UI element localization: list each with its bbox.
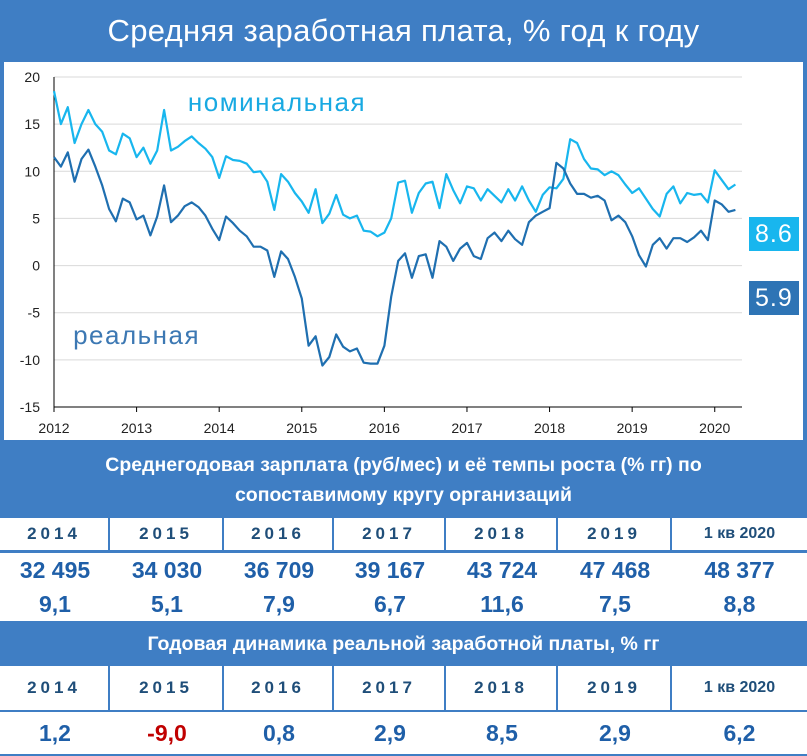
table2-year-cell: 2018	[446, 666, 558, 710]
table2-year-cell: 2019	[558, 666, 672, 710]
y-tick-label: 5	[32, 210, 40, 226]
grid	[54, 76, 742, 408]
table1-growth-cell: 11,6	[480, 590, 524, 617]
series-labels: номинальная реальная	[73, 87, 366, 350]
last-value-badge-nominal: 8.6	[749, 217, 799, 251]
table2-values-row: 1,2 -9,0 0,8 2,9 8,5 2,9 6,2	[0, 712, 807, 754]
table1-growth-cell: 6,7	[374, 590, 406, 617]
table1-growth-cell: 7,9	[263, 590, 295, 617]
table1-year-cell: 1 кв 2020	[672, 518, 807, 550]
series-line-nominal	[52, 90, 737, 238]
table2-year-cell: 2015	[110, 666, 224, 710]
table1-salary-cell: 36 709	[243, 556, 315, 583]
y-tick-label: 20	[24, 69, 40, 85]
table2-value-cell: 2,9	[374, 719, 406, 746]
table2-value-cell: 8,5	[486, 719, 518, 746]
table1-year-cell: 2018	[446, 518, 558, 550]
table1-growth-cell: 8,8	[723, 590, 756, 617]
table2-heading: Годовая динамика реальной заработной пла…	[147, 633, 660, 655]
table2-value-cell: -9,0	[147, 719, 187, 746]
table1-heading: Среднегодовая зарплата (руб/мес) и её те…	[105, 454, 702, 506]
x-tick-label: 2016	[369, 420, 400, 436]
table1-year-cell: 2014	[0, 518, 110, 550]
table1-salary-cell: 48 377	[704, 556, 775, 583]
table1-salary-cell: 39 167	[354, 556, 426, 583]
table2-year-cell: 1 кв 2020	[672, 666, 807, 710]
series-line-real	[53, 148, 736, 367]
table2-value-cell: 0,8	[263, 719, 295, 746]
table1-salary-cell: 34 030	[131, 556, 203, 583]
x-tick-label: 2017	[451, 420, 482, 436]
y-tick-label: -15	[20, 399, 40, 415]
x-tick-label: 2012	[38, 420, 69, 436]
table1-salary-cell: 47 468	[579, 556, 651, 583]
table2-years-row: 2014 2015 2016 2017 2018 2019 1 кв 2020	[0, 666, 807, 710]
y-tick-label: -5	[28, 305, 41, 321]
table1-years-row: 2014 2015 2016 2017 2018 2019 1 кв 2020	[0, 518, 807, 550]
table1-year-cell: 2019	[558, 518, 672, 550]
x-tick-label: 2019	[617, 420, 648, 436]
y-tick-label: 10	[24, 163, 40, 179]
series-label: реальная	[73, 320, 200, 350]
table2-year-cell: 2017	[334, 666, 446, 710]
title-bar: Средняя заработная плата, % год к году	[0, 0, 807, 62]
x-tick-label: 2013	[121, 420, 152, 436]
table2-value-cell: 6,2	[723, 719, 756, 746]
table1-year-cell: 2017	[334, 518, 446, 550]
y-tick-label: 15	[24, 116, 40, 132]
table2-year-cell: 2016	[224, 666, 334, 710]
axes: -15 -10 -5 0 5 10 15 20 2012 2013 2014 2015 2016 2017…	[20, 69, 742, 436]
y-tick-label: 0	[32, 258, 40, 274]
chart-panel: -15 -10 -5 0 5 10 15 20 2012 2013 2014 2015 2016 2017…	[4, 62, 803, 440]
table2-value-cell: 1,2	[39, 719, 71, 746]
table1-growth-cell: 9,1	[39, 590, 71, 617]
table1-growth-cell: 5,1	[151, 590, 183, 617]
x-tick-label: 2020	[699, 420, 730, 436]
table1-salaries-row: 32 495 34 030 36 709 39 167 43 724 47 46…	[0, 553, 807, 587]
table1-salary-cell: 32 495	[19, 556, 91, 583]
last-value-badge-real: 5.9	[749, 281, 799, 315]
table1-year-cell: 2015	[110, 518, 224, 550]
x-tick-label: 2018	[534, 420, 565, 436]
x-tick-label: 2014	[204, 420, 235, 436]
line-chart: -15 -10 -5 0 5 10 15 20 2012 2013 2014 2015 2016 2017…	[20, 69, 742, 436]
table2-value-cell: 2,9	[599, 719, 631, 746]
table1-growth-row: 9,1 5,1 7,9 6,7 11,6 7,5 8,8	[0, 587, 807, 621]
series-label: номинальная	[188, 87, 366, 117]
table1-salary-cell: 43 724	[466, 556, 538, 583]
x-tick-label: 2015	[286, 420, 317, 436]
table1-growth-cell: 7,5	[599, 590, 631, 617]
y-tick-label: -10	[20, 352, 40, 368]
table1-year-cell: 2016	[224, 518, 334, 550]
table2-year-cell: 2014	[0, 666, 110, 710]
series	[52, 90, 737, 367]
page-title: Средняя заработная плата, % год к году	[107, 13, 700, 48]
